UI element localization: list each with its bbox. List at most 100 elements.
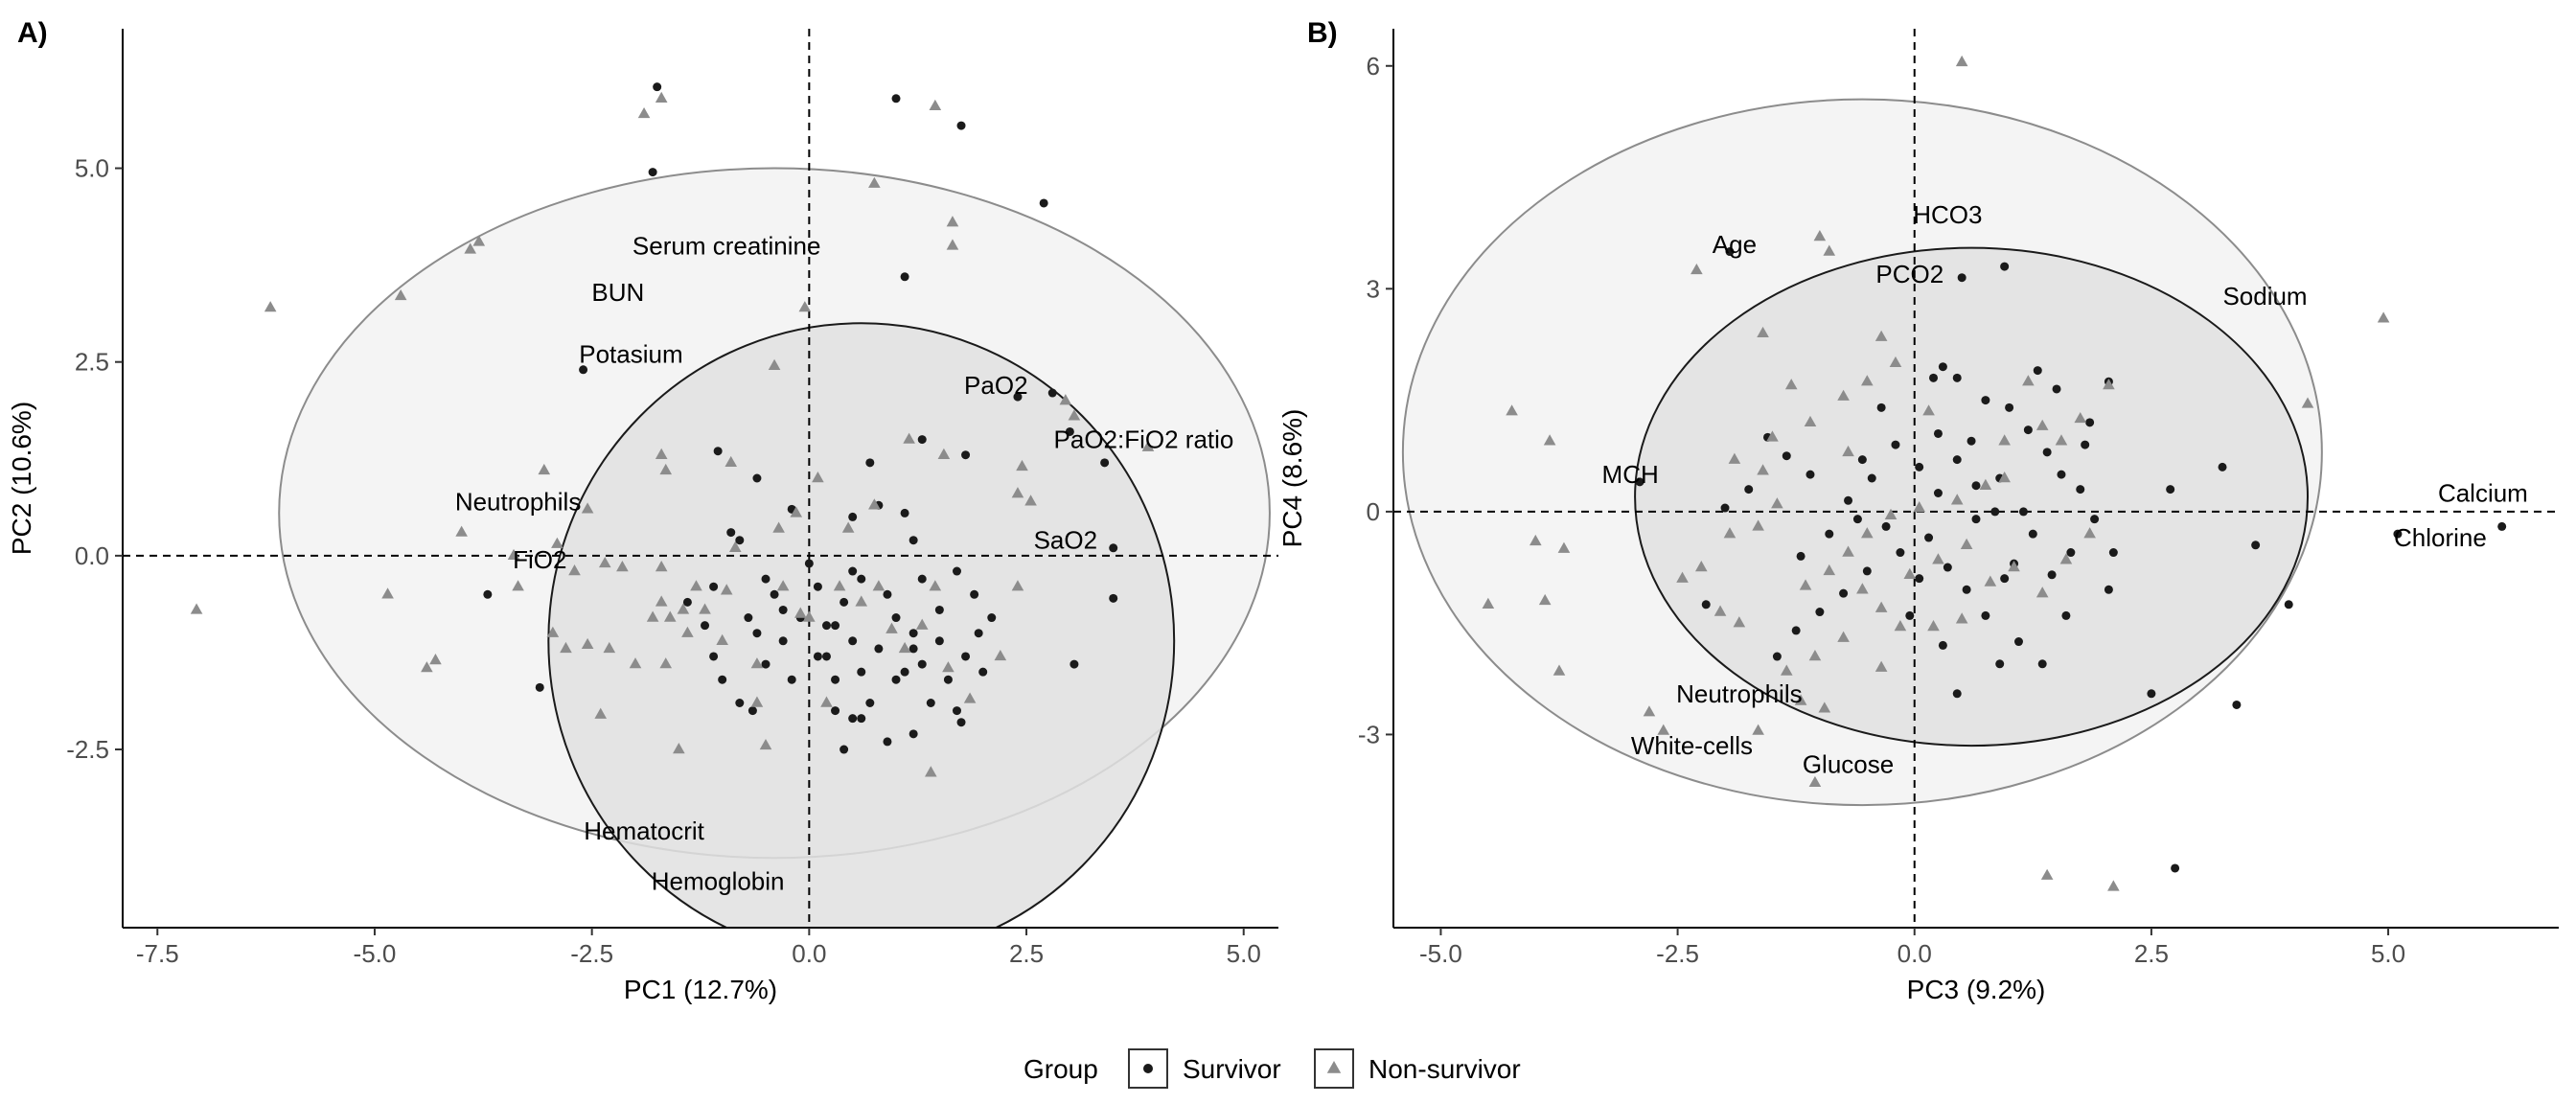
survivor-point — [813, 582, 822, 591]
non-survivor-point — [772, 521, 785, 533]
survivor-point — [579, 365, 588, 375]
non-survivor-point — [1998, 472, 2011, 483]
variable-label: MCH — [1602, 460, 1659, 489]
survivor-point — [831, 621, 840, 631]
non-survivor-point — [1643, 705, 1656, 717]
survivor-point — [1938, 640, 1947, 650]
non-survivor-point — [994, 649, 1007, 661]
survivor-point — [1857, 455, 1867, 465]
survivor-point — [956, 121, 966, 130]
non-survivor-point — [759, 738, 772, 750]
variable-label: PCO2 — [1875, 260, 1944, 288]
non-survivor-point — [659, 463, 673, 475]
survivor-point — [1929, 373, 1939, 382]
non-survivor-point — [812, 472, 824, 483]
non-survivor-point — [1808, 650, 1822, 661]
non-survivor-point — [690, 580, 702, 591]
non-survivor-point — [560, 641, 572, 654]
non-survivor-point — [1804, 415, 1817, 427]
non-survivor-point — [464, 242, 477, 254]
non-survivor-point — [1842, 545, 1854, 557]
survivor-point — [2018, 507, 2028, 517]
survivor-point — [2166, 485, 2175, 494]
panel-tag: A) — [17, 17, 48, 49]
non-survivor-point — [2301, 397, 2314, 408]
non-survivor-point — [820, 696, 833, 707]
non-survivor-point — [1874, 601, 1888, 612]
survivor-point — [952, 706, 961, 716]
survivor-point — [952, 566, 961, 576]
non-survivor-point — [1950, 494, 1964, 505]
survivor-point — [1852, 515, 1862, 524]
non-survivor-point — [1884, 508, 1898, 519]
survivor-point — [857, 667, 866, 677]
non-survivor-point — [616, 560, 629, 572]
survivor-point — [2013, 637, 2023, 647]
non-survivor-point — [794, 607, 807, 618]
non-survivor-point — [507, 548, 520, 561]
survivor-point — [778, 605, 788, 614]
variable-label: Neutrophils — [1676, 679, 1803, 708]
non-survivor-point — [2377, 311, 2390, 323]
non-survivor-point — [2083, 527, 2096, 539]
survivor-point — [934, 636, 944, 646]
survivor-point — [1957, 273, 1966, 283]
non-survivor-point — [2074, 411, 2087, 424]
non-survivor-point — [1024, 494, 1037, 506]
variable-label: White-cells — [1631, 731, 1753, 760]
survivor-point — [1839, 588, 1849, 598]
survivor-point — [917, 659, 927, 669]
survivor-point — [865, 458, 875, 468]
survivor-point — [1962, 585, 1971, 594]
survivor-point — [2251, 540, 2261, 550]
survivor-point — [2000, 262, 2010, 271]
legend-item-label: Non-survivor — [1368, 1054, 1521, 1084]
survivor-point — [1952, 455, 1962, 465]
survivor-point — [934, 605, 944, 614]
non-survivor-point — [1482, 597, 1495, 609]
non-survivor-point — [655, 595, 668, 607]
legend-item-label: Survivor — [1183, 1054, 1281, 1084]
survivor-point — [1915, 574, 1924, 584]
survivor-point — [2090, 515, 2100, 524]
non-survivor-point — [1837, 389, 1850, 401]
panel-b-pc3-pc4: B) HCO3 Age PCO2 Sodium MCH Calcium Chlorine Neu… — [1277, 17, 2559, 1004]
survivor-point — [1981, 610, 1990, 620]
variable-label: Serum creatinine — [632, 231, 821, 260]
non-survivor-point — [929, 99, 942, 111]
survivor-point — [857, 714, 866, 724]
survivor-point — [1796, 551, 1806, 561]
survivor-point — [1772, 652, 1782, 661]
survivor-point — [1915, 462, 1924, 472]
non-survivor-point — [903, 432, 915, 444]
non-survivor-point — [1784, 379, 1798, 390]
legend-non-survivor-marker — [1326, 1061, 1342, 1073]
non-survivor-point — [1757, 464, 1769, 475]
survivor-point — [2000, 574, 2010, 584]
survivor-point — [2108, 548, 2118, 558]
survivor-point — [726, 528, 736, 538]
non-survivor-point — [872, 580, 886, 591]
y-axis-title: PC2 (10.6%) — [7, 402, 36, 555]
non-survivor-point — [937, 448, 951, 459]
survivor-point — [2052, 384, 2061, 394]
variable-label: SaO2 — [1034, 526, 1098, 555]
non-survivor-point — [1874, 660, 1888, 672]
non-survivor-point — [1913, 501, 1925, 513]
survivor-point — [891, 613, 901, 623]
y-tick-label: 5.0 — [75, 154, 109, 183]
non-survivor-point — [1932, 553, 1944, 564]
non-survivor-point — [546, 626, 560, 637]
non-survivor-point — [1894, 620, 1907, 632]
non-survivor-point — [898, 641, 911, 654]
y-tick-label: 0 — [1367, 497, 1380, 526]
survivor-point — [2037, 659, 2047, 669]
non-survivor-point — [1960, 538, 1973, 549]
survivor-point — [1990, 507, 2000, 517]
non-survivor-point — [264, 301, 277, 312]
non-survivor-point — [1922, 404, 1935, 416]
survivor-point — [1966, 436, 1976, 446]
survivor-point — [891, 94, 901, 104]
non-survivor-point — [598, 556, 611, 568]
survivor-point — [1938, 362, 1947, 372]
